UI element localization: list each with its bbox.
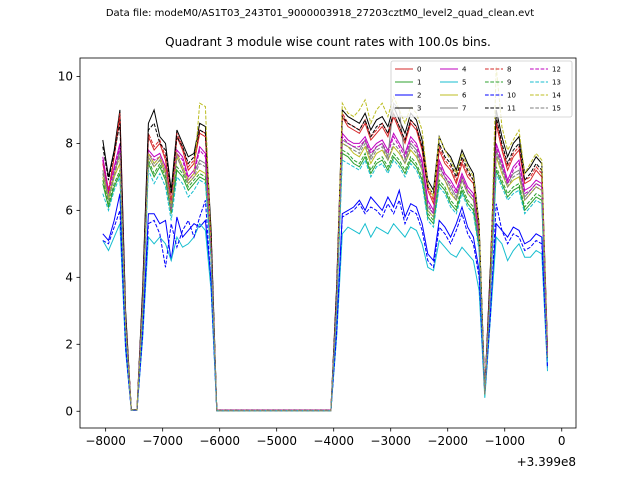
x-offset-label: +3.399e8 (517, 455, 576, 469)
x-tick-label: −4000 (313, 434, 354, 448)
y-tick-label: 4 (65, 270, 73, 284)
x-tick-label: −1000 (484, 434, 525, 448)
x-tick-label: −3000 (370, 434, 411, 448)
legend-label-13: 13 (552, 79, 561, 87)
legend-label-12: 12 (552, 66, 561, 74)
x-tick-label: −7000 (142, 434, 183, 448)
legend-label-10: 10 (507, 92, 516, 100)
legend-label-0: 0 (417, 66, 421, 74)
legend-label-7: 7 (462, 105, 466, 113)
legend-label-14: 14 (552, 92, 561, 100)
legend-label-11: 11 (507, 105, 516, 113)
figure-suptitle: Data file: modeM0/AS1T03_243T01_90000039… (105, 8, 535, 19)
x-tick-label: −8000 (85, 434, 126, 448)
y-tick-label: 0 (65, 404, 73, 418)
series-line-9 (102, 149, 548, 412)
legend-label-9: 9 (507, 79, 511, 87)
legend-label-5: 5 (462, 79, 466, 87)
y-tick-label: 10 (58, 69, 73, 83)
series-line-10 (102, 198, 548, 412)
legend-label-1: 1 (417, 79, 421, 87)
legend-label-2: 2 (417, 92, 421, 100)
series-line-3 (102, 105, 548, 411)
y-tick-label: 6 (65, 203, 73, 217)
y-tick-label: 8 (65, 136, 73, 150)
x-tick-label: −2000 (427, 434, 468, 448)
axes-frame (79, 57, 577, 429)
legend-label-15: 15 (552, 105, 561, 113)
legend-label-4: 4 (462, 66, 467, 74)
series-line-15 (102, 142, 548, 412)
legend-label-3: 3 (417, 105, 421, 113)
legend-label-6: 6 (462, 92, 467, 100)
series-line-11 (102, 111, 548, 411)
y-tick-label: 2 (65, 337, 73, 351)
x-tick-label: −6000 (199, 434, 240, 448)
series-line-14 (102, 66, 548, 412)
legend-label-8: 8 (507, 66, 511, 74)
x-tick-label: 0 (558, 434, 566, 448)
x-tick-label: −5000 (256, 434, 297, 448)
legend-box (390, 60, 573, 118)
chart-title: Quadrant 3 module wise count rates with … (165, 35, 491, 49)
